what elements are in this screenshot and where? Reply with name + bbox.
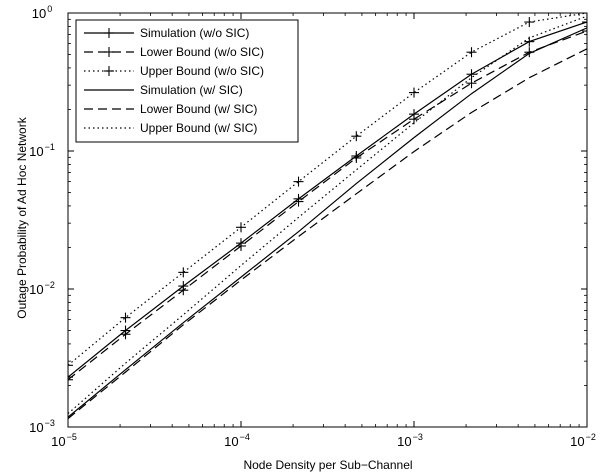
data-point-upper-bound-w-o-sic — [409, 87, 419, 98]
x-tick-label: 10−3 — [397, 432, 423, 449]
y-tick-exponent: 0 — [47, 4, 52, 14]
legend-label-upper-bound-w-sic: Upper Bound (w/ SIC) — [140, 121, 257, 135]
legend-label-simulation-w-o-sic: Simulation (w/o SIC) — [140, 26, 249, 40]
series-line-lower-bound-w-o-sic — [68, 30, 587, 381]
data-point-upper-bound-w-o-sic — [120, 312, 131, 323]
data-point-upper-bound-w-o-sic — [236, 222, 246, 233]
data-point-upper-bound-w-o-sic — [68, 360, 73, 371]
legend-label-lower-bound-w-sic: Lower Bound (w/ SIC) — [140, 102, 257, 116]
data-point-lower-bound-w-o-sic — [409, 114, 419, 125]
x-axis-label: Node Density per Sub−Channel — [243, 458, 412, 472]
legend-marker-lower-bound-w-o-sic — [104, 47, 114, 57]
data-point-simulation-w-o-sic — [466, 69, 477, 80]
x-tick-exponent: −4 — [240, 432, 250, 442]
data-point-upper-bound-w-o-sic — [351, 131, 362, 142]
series-group — [68, 13, 587, 420]
legend-label-lower-bound-w-o-sic: Lower Bound (w/o SIC) — [140, 45, 264, 59]
data-point-lower-bound-w-o-sic — [178, 285, 189, 296]
y-tick-exponent: −1 — [45, 142, 55, 152]
x-tick-exponent: −5 — [67, 432, 77, 442]
y-tick-label: 10−3 — [29, 418, 55, 435]
data-point-lower-bound-w-o-sic — [582, 26, 587, 37]
y-tick-label: 100 — [32, 4, 52, 21]
data-point-upper-bound-w-o-sic — [178, 267, 189, 278]
x-tick-exponent: −3 — [413, 432, 423, 442]
data-point-lower-bound-w-o-sic — [351, 152, 362, 163]
legend-marker-upper-bound-w-o-sic — [104, 66, 114, 76]
x-tick-label: 10−2 — [570, 432, 596, 449]
legend-label-simulation-w-sic: Simulation (w/ SIC) — [140, 83, 243, 97]
data-point-lower-bound-w-o-sic — [68, 374, 73, 385]
x-tick-label: 10−5 — [51, 432, 77, 449]
data-point-upper-bound-w-o-sic — [466, 47, 477, 58]
axes-frame — [67, 12, 588, 428]
data-point-lower-bound-w-o-sic — [466, 78, 477, 89]
plot-layer — [67, 12, 588, 428]
x-tick-label: 10−4 — [224, 432, 250, 449]
data-point-simulation-w-o-sic — [582, 17, 587, 28]
y-tick-label: 10−2 — [29, 280, 55, 297]
legend-marker-simulation-w-o-sic — [104, 28, 114, 38]
data-point-upper-bound-w-o-sic — [293, 176, 304, 187]
series-line-lower-bound-w-sic — [68, 48, 587, 420]
data-point-lower-bound-w-o-sic — [236, 240, 246, 251]
x-tick-exponent: −2 — [586, 432, 596, 442]
data-point-lower-bound-w-o-sic — [120, 329, 131, 340]
y-tick-label: 10−1 — [29, 142, 55, 159]
y-tick-exponent: −3 — [45, 418, 55, 428]
y-tick-exponent: −2 — [45, 280, 55, 290]
data-point-upper-bound-w-o-sic — [524, 17, 535, 28]
series-line-simulation-w-o-sic — [68, 21, 587, 378]
legend: Simulation (w/o SIC) Lower Bound (w/o SIC… — [75, 19, 299, 143]
legend-label-upper-bound-w-o-sic: Upper Bound (w/o SIC) — [140, 64, 264, 78]
data-point-lower-bound-w-o-sic — [293, 196, 304, 207]
y-axis-label: Outage Probability of Ad Hoc Network — [15, 116, 29, 318]
legend-box — [75, 19, 299, 143]
series-line-simulation-w-sic — [68, 27, 587, 418]
